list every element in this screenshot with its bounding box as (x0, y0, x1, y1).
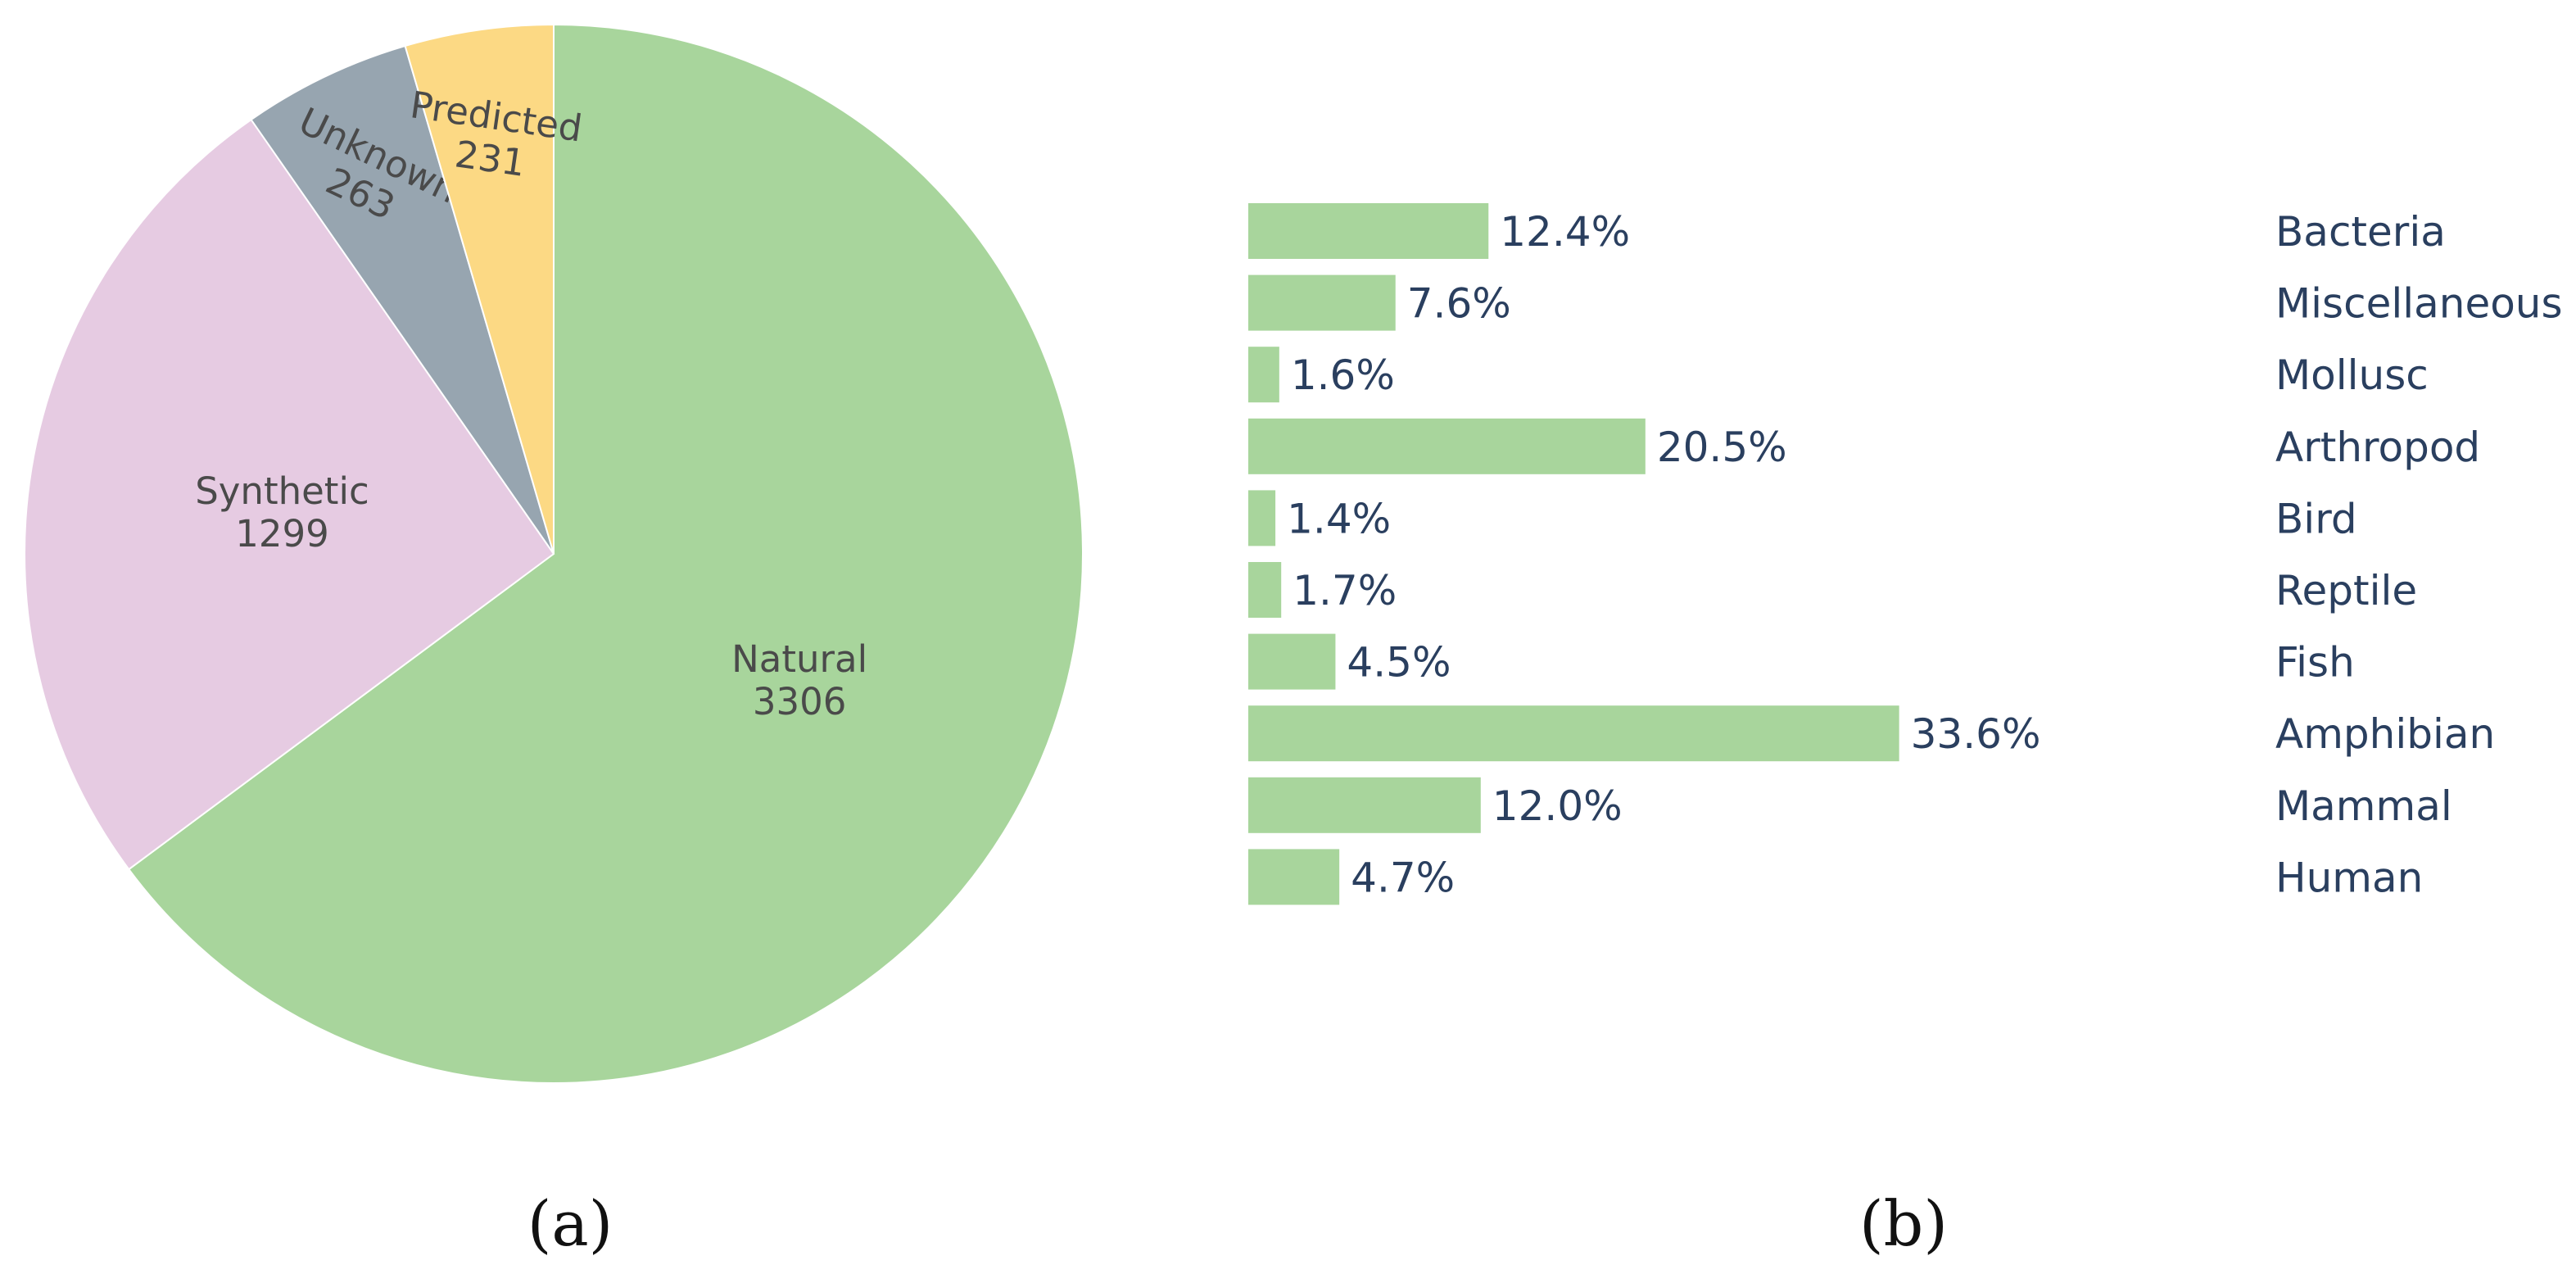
pie-slice-natural (127, 23, 1084, 1084)
bar-value-label-reptile: 1.7% (1293, 567, 1397, 614)
pie-slice-predicted (404, 23, 555, 555)
bar-chart: 12.4% Bacteria 7.6% Miscellaneous 1.6% Mollus… (1248, 203, 2563, 905)
category-label-reptile: Reptile (2275, 567, 2417, 614)
bar-value-label-miscellaneous: 7.6% (1407, 280, 1511, 328)
bar-value-label-bacteria: 12.4% (1500, 208, 1630, 256)
category-label-arthropod: Arthropod (2275, 424, 2480, 471)
pie-slice-unknown (250, 44, 555, 555)
bar-value-label-mollusc: 1.6% (1291, 351, 1395, 399)
category-label-bird: Bird (2275, 495, 2357, 542)
bar-fish (1248, 633, 1336, 690)
bar-mollusc (1248, 347, 1279, 403)
bar-value-label-arthropod: 20.5% (1657, 424, 1787, 471)
bar-value-label-fish: 4.5% (1347, 639, 1451, 687)
bar-bacteria (1248, 203, 1489, 259)
category-label-amphibian: Amphibian (2275, 710, 2495, 758)
pie-label-natural: Natural 3306 (731, 637, 867, 723)
bar-reptile (1248, 562, 1282, 618)
category-label-mollusc: Mollusc (2275, 351, 2429, 399)
category-label-mammal: Mammal (2275, 782, 2452, 830)
pie-label-synthetic: Synthetic 1299 (195, 469, 369, 555)
bar-arthropod (1248, 418, 1646, 474)
category-label-human: Human (2275, 854, 2423, 901)
bar-mammal (1248, 777, 1481, 833)
category-label-bacteria: Bacteria (2275, 208, 2446, 256)
bar-bird (1248, 490, 1276, 546)
bar-value-label-bird: 1.4% (1287, 495, 1391, 542)
category-label-fish: Fish (2275, 639, 2355, 687)
bar-human (1248, 849, 1340, 905)
caption-b: (b) (1859, 1187, 1948, 1260)
caption-a: (a) (527, 1187, 613, 1260)
pie-slice-synthetic (24, 118, 555, 871)
bar-value-label-amphibian: 33.6% (1911, 710, 2041, 758)
bar-value-label-human: 4.7% (1351, 854, 1455, 901)
bar-amphibian (1248, 705, 1899, 762)
bar-miscellaneous (1248, 274, 1396, 331)
bar-value-label-mammal: 12.0% (1492, 782, 1623, 830)
category-label-miscellaneous: Miscellaneous (2275, 280, 2563, 328)
